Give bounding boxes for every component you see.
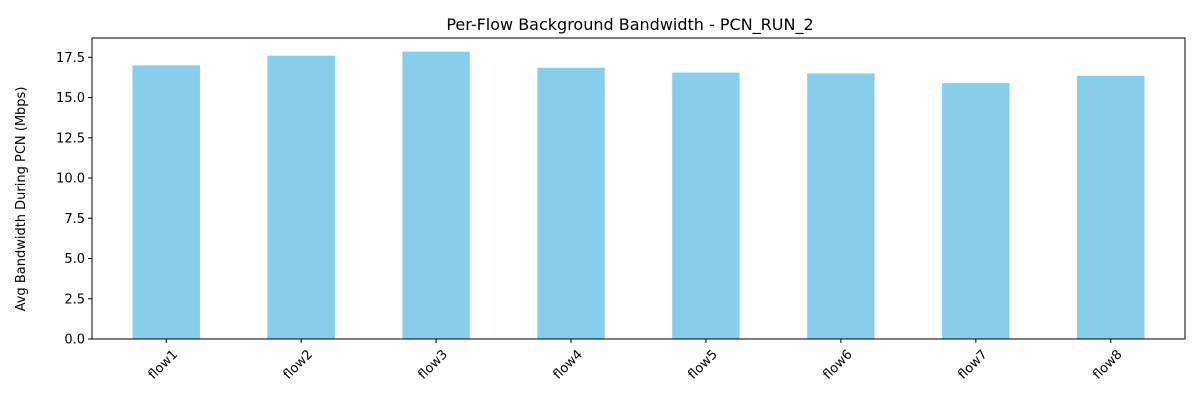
x-tick-label: flow2 — [281, 347, 316, 382]
x-tick-label: flow5 — [685, 347, 720, 382]
y-tick-label: 15.0 — [56, 91, 85, 106]
y-tick-label: 0.0 — [64, 333, 85, 348]
bar-flow8 — [1077, 75, 1145, 339]
x-tick-label: flow7 — [955, 347, 990, 382]
bar-flow7 — [942, 83, 1010, 339]
bar-flow3 — [402, 51, 470, 339]
x-tick-label: flow4 — [550, 347, 585, 382]
bar-flow4 — [537, 67, 605, 339]
y-tick-label: 5.0 — [64, 252, 85, 267]
y-axis: 0.0 2.5 5.0 7.5 10.0 12.5 15.0 17.5 — [56, 51, 92, 348]
x-tick-label: flow3 — [416, 347, 451, 382]
x-tick-label: flow6 — [820, 347, 855, 382]
y-tick-label: 2.5 — [64, 292, 85, 307]
bar-flow2 — [267, 55, 335, 340]
bar-flow5 — [672, 72, 740, 340]
y-tick-label: 12.5 — [56, 131, 85, 146]
bars-group — [132, 51, 1145, 340]
plot-frame — [91, 37, 1186, 340]
chart-title: Per-Flow Background Bandwidth - PCN_RUN_… — [446, 15, 813, 35]
bar-flow6 — [807, 73, 875, 339]
x-tick-label: flow8 — [1090, 347, 1125, 382]
x-tick-label: flow1 — [146, 347, 181, 382]
y-tick-label: 7.5 — [64, 212, 85, 227]
y-tick-label: 10.0 — [56, 172, 85, 187]
bar-flow1 — [132, 65, 200, 339]
y-axis-label: Avg Bandwidth During PCN (Mbps) — [14, 87, 29, 312]
x-axis: flow1 flow2 flow3 flow4 flow5 flow6 flow7 flow8 — [146, 339, 1126, 383]
y-tick-label: 17.5 — [56, 51, 85, 66]
